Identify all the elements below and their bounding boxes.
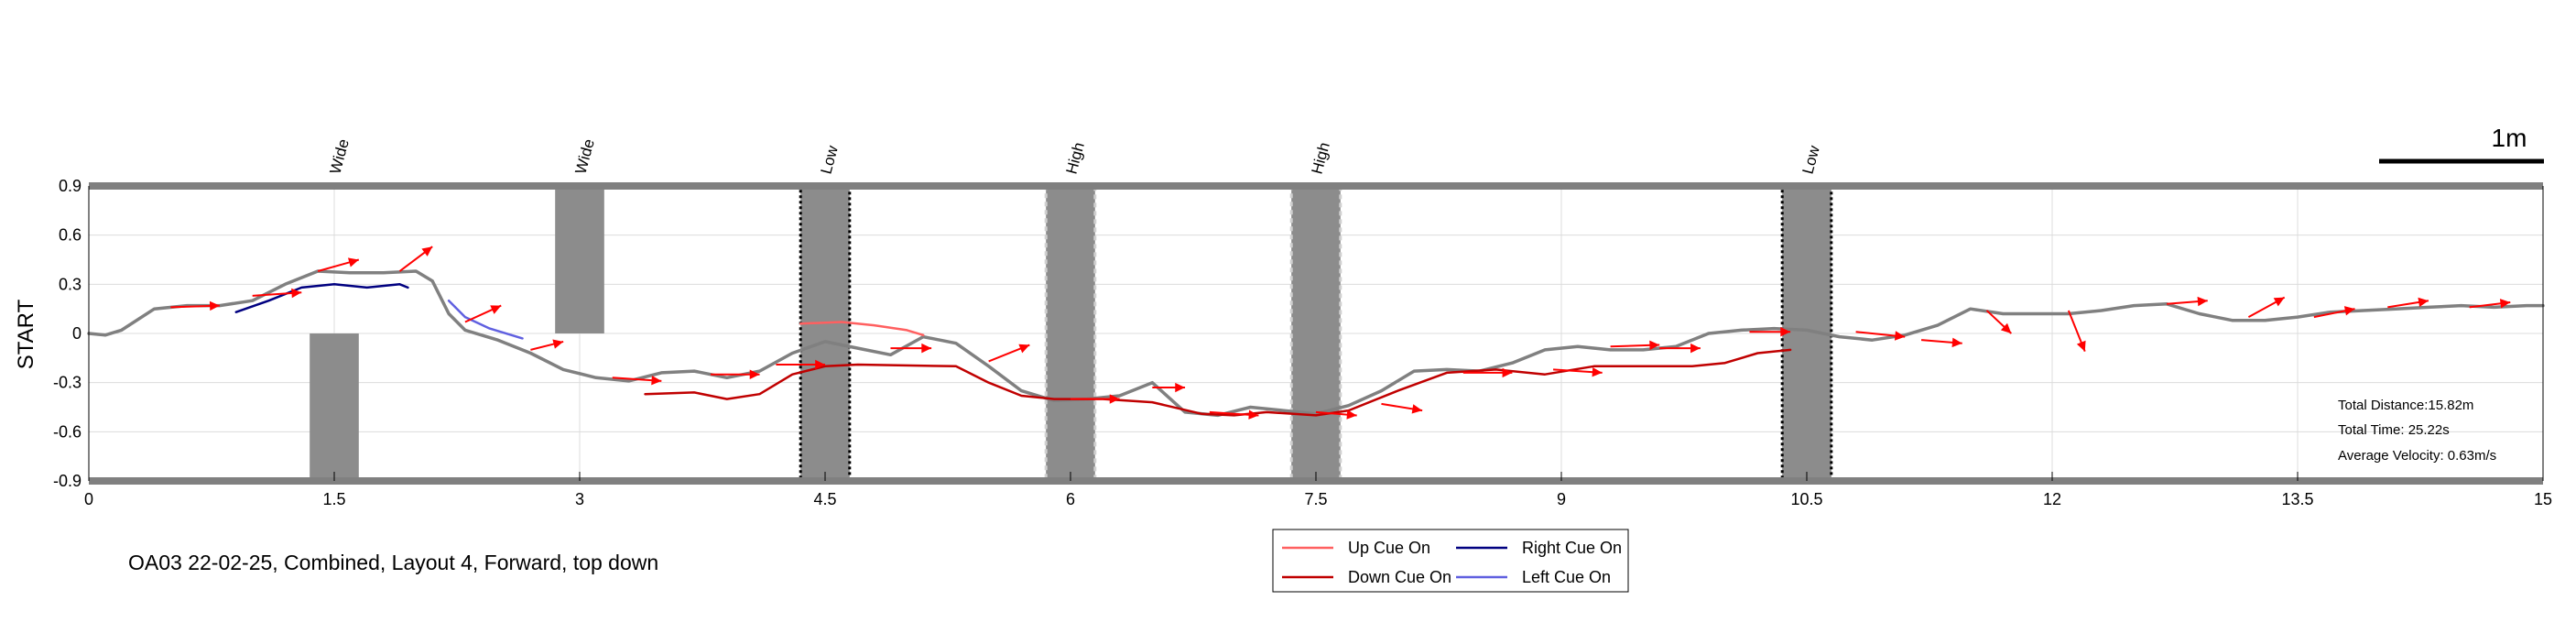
arrow-head	[1649, 340, 1660, 351]
obstacle-low	[799, 184, 852, 483]
x-tick-label: 15	[2534, 490, 2552, 508]
x-tick-label: 3	[575, 490, 584, 508]
arrow-head	[1248, 409, 1259, 420]
arrow-head	[490, 305, 502, 314]
x-tick-label: 6	[1066, 490, 1075, 508]
series-left-cue	[447, 299, 524, 340]
chart-caption: OA03 22-02-25, Combined, Layout 4, Forwa…	[128, 551, 658, 574]
x-tick-label: 1.5	[322, 490, 345, 508]
series-down-cue	[644, 348, 1792, 417]
legend-label: Up Cue On	[1348, 539, 1430, 557]
annotations: START OA03 22-02-25, Combined, Layout 4,…	[14, 124, 2544, 574]
arrow-head	[749, 369, 760, 379]
x-tick-label: 4.5	[813, 490, 836, 508]
obstacle-label: High	[1063, 140, 1088, 176]
arrow-head	[291, 288, 302, 299]
arrow-head	[421, 246, 433, 257]
obstacles: Wide Wide Low High High Low	[310, 137, 1833, 483]
arrow-head	[2343, 306, 2355, 316]
y-tick-label: 0	[72, 324, 82, 343]
arrow-head	[209, 300, 220, 311]
arrow-head	[2197, 296, 2208, 307]
obstacle-label: High	[1309, 140, 1333, 176]
arrow-head	[2000, 322, 2012, 333]
arrow-head	[1780, 326, 1791, 337]
series-right-cue	[234, 283, 409, 313]
x-tick-label: 12	[2043, 490, 2061, 508]
arrow-head	[815, 359, 825, 370]
legend-label: Down Cue On	[1348, 568, 1451, 586]
arrow-head	[1109, 394, 1120, 404]
arrow-head	[2499, 299, 2511, 309]
arrow-head	[1411, 404, 1423, 414]
legend-box	[1272, 529, 1629, 593]
arrow-head	[1018, 344, 1030, 354]
total-time: Total Time: 25.22s	[2338, 422, 2450, 438]
legend-label: Left Cue On	[1522, 568, 1611, 586]
obstacle-label: Wide	[327, 137, 353, 176]
series-path	[87, 269, 2545, 418]
x-tick-label: 7.5	[1304, 490, 1327, 508]
arrow-head	[1690, 343, 1701, 354]
arrow-head	[347, 257, 359, 267]
x-tick-label: 13.5	[2281, 490, 2313, 508]
axes: 0 1.5 3 4.5 6 7.5 9 10.5 12 13.5 15 0.9 0.6 0.3 0 -0.3 -…	[53, 177, 2552, 508]
legend-label: Right Cue On	[1522, 539, 1622, 557]
heading-arrows	[170, 246, 2511, 420]
obstacle-high	[1044, 184, 1097, 483]
arrow-head	[1592, 367, 1603, 377]
total-distance: Total Distance:15.82m	[2338, 398, 2473, 413]
arrow-head	[921, 343, 932, 354]
series-up-cue	[799, 321, 925, 337]
arrow-head	[1175, 382, 1186, 393]
arrow-head	[1346, 409, 1357, 420]
obstacle-wide	[310, 333, 359, 481]
arrow-head	[2418, 297, 2429, 308]
x-tick-label: 9	[1557, 490, 1566, 508]
arrow-head	[2076, 340, 2086, 352]
scale-bar-label: 1m	[2492, 124, 2527, 152]
obstacle-high	[1289, 184, 1342, 483]
series-lines	[87, 269, 2545, 418]
y-axis-label: START	[14, 299, 38, 369]
obstacle-label: Low	[1799, 143, 1824, 176]
y-tick-label: 0.3	[59, 275, 82, 293]
arrow-head	[651, 375, 662, 386]
x-tick-label: 10.5	[1790, 490, 1822, 508]
y-tick-label: -0.9	[53, 472, 82, 490]
y-tick-label: 0.6	[59, 226, 82, 245]
obstacle-label: Wide	[572, 137, 598, 176]
obstacle-wide	[555, 186, 604, 333]
arrow-head	[1951, 337, 1962, 348]
y-tick-label: 0.9	[59, 177, 82, 195]
legend: Up Cue On Right Cue On Down Cue On Left Cue…	[1272, 529, 1629, 593]
arrow-head	[2273, 297, 2285, 307]
average-velocity: Average Velocity: 0.63m/s	[2338, 448, 2496, 464]
arrow-head	[1894, 331, 1906, 341]
y-tick-label: -0.6	[53, 422, 82, 441]
arrow-head	[552, 339, 564, 349]
arrow-head	[1502, 367, 1513, 378]
obstacle-label: Low	[818, 143, 842, 176]
x-tick-label: 0	[84, 490, 93, 508]
y-tick-label: -0.3	[53, 374, 82, 392]
